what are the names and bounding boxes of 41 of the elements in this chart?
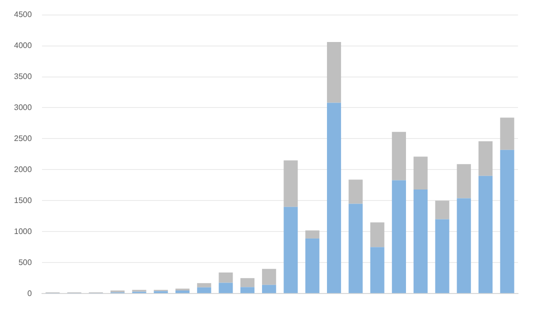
y-tick-label: 1000 xyxy=(14,226,32,236)
bar xyxy=(197,283,212,288)
bar xyxy=(456,198,471,294)
bar xyxy=(240,278,254,288)
bar xyxy=(435,200,450,220)
bar xyxy=(392,180,406,294)
y-tick-label: 2500 xyxy=(14,134,32,143)
y-tick-label: 4500 xyxy=(14,10,32,20)
bar xyxy=(240,287,254,294)
bar xyxy=(392,132,406,180)
bar xyxy=(262,268,276,285)
y-tick-label: 1500 xyxy=(14,196,32,205)
bar xyxy=(414,156,428,190)
bar xyxy=(218,272,233,283)
bar xyxy=(218,282,233,294)
bar xyxy=(262,284,276,294)
bar xyxy=(370,247,384,294)
y-tick-label: 3500 xyxy=(14,72,32,81)
bar xyxy=(370,222,384,248)
bar xyxy=(326,42,342,103)
bar xyxy=(435,219,450,294)
bar xyxy=(500,118,514,150)
y-tick-label: 500 xyxy=(18,258,32,267)
bar xyxy=(500,150,514,294)
bar xyxy=(284,160,298,207)
bar xyxy=(348,180,363,204)
bar xyxy=(175,290,190,294)
y-tick-label: 4000 xyxy=(14,40,32,50)
bar xyxy=(456,164,471,198)
bar xyxy=(284,206,298,294)
bar xyxy=(414,190,428,294)
bar xyxy=(478,141,493,176)
bar xyxy=(305,230,320,238)
bar xyxy=(305,238,320,294)
y-tick-label: 0 xyxy=(27,288,32,298)
bar xyxy=(326,102,342,294)
bar xyxy=(197,287,212,294)
bar xyxy=(348,204,363,294)
y-tick-label: 2000 xyxy=(14,164,32,174)
y-tick-label: 3000 xyxy=(14,102,32,112)
bar xyxy=(478,176,493,294)
